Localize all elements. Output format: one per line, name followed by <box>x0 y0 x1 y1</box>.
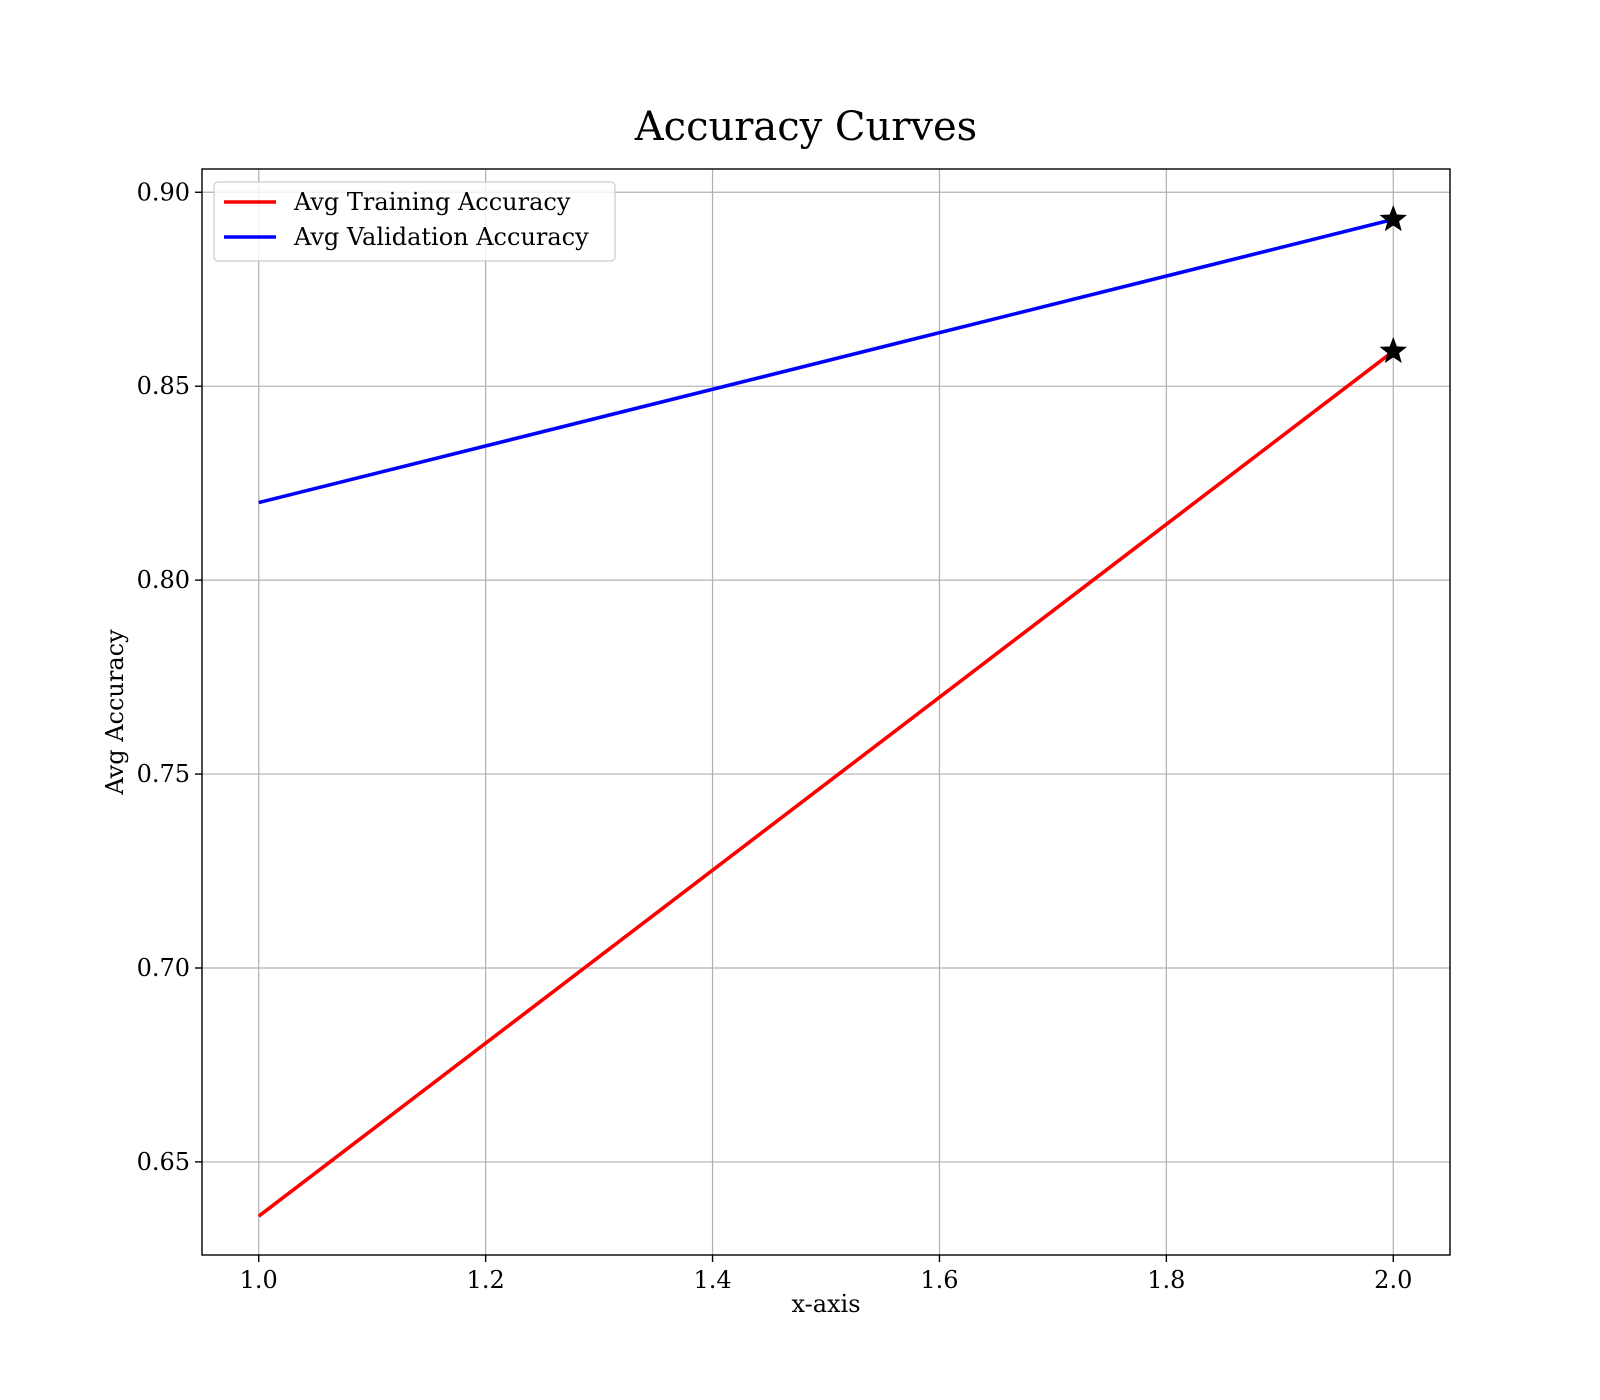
chart-title: Accuracy Curves <box>634 104 977 150</box>
series-line-training <box>257 349 1395 1218</box>
x-tick-label: 1.0 <box>240 1266 278 1294</box>
x-tick-label: 1.8 <box>1147 1266 1185 1294</box>
best-point-star-marker <box>1379 205 1407 232</box>
y-tick-label: 0.70 <box>137 954 190 982</box>
legend-box <box>213 181 616 262</box>
legend: Avg Training Accuracy Avg Validation Accu… <box>213 181 616 262</box>
tick-layer: 1.0 1.2 1.4 1.6 1.8 2.0 0.65 0.70 0.75 0.80 0.85 0.… <box>137 178 1413 1294</box>
x-tick-label: 1.6 <box>920 1266 958 1294</box>
x-tick-label: 2.0 <box>1374 1266 1412 1294</box>
series-layer <box>257 205 1407 1218</box>
y-tick-label: 0.90 <box>137 178 190 206</box>
y-axis-label: Avg Accuracy <box>101 629 129 796</box>
plot-area-frame <box>201 168 1451 1256</box>
y-tick-label: 0.65 <box>137 1148 190 1176</box>
series-line-validation <box>258 217 1394 505</box>
grid-layer <box>202 169 1450 1255</box>
x-tick-label: 1.4 <box>693 1266 731 1294</box>
y-tick-label: 0.80 <box>137 566 190 594</box>
best-point-star-marker <box>1379 336 1407 363</box>
y-tick-label: 0.85 <box>137 372 190 400</box>
legend-label: Avg Validation Accuracy <box>293 223 589 251</box>
x-tick-label: 1.2 <box>467 1266 505 1294</box>
x-axis-label: x-axis <box>791 1290 860 1318</box>
y-tick-label: 0.75 <box>137 760 190 788</box>
legend-label: Avg Training Accuracy <box>293 188 571 216</box>
